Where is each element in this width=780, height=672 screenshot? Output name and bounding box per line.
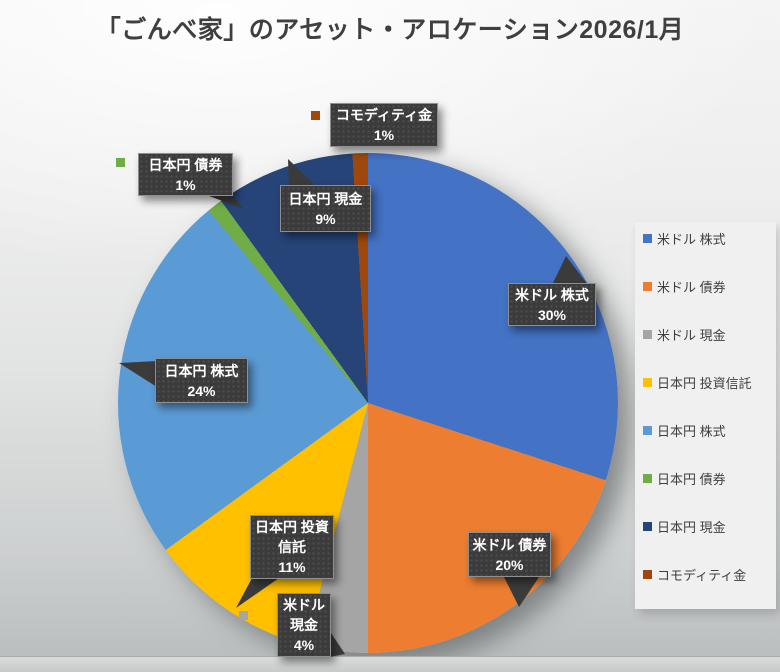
legend-label: 米ドル 株式 <box>657 231 726 247</box>
data-label-commodity: コモディティ金 1% <box>330 103 438 147</box>
data-label-jpy-stock: 日本円 株式 24% <box>155 358 248 403</box>
legend-marker-icon <box>643 474 652 484</box>
data-label-text: コモディティ金 <box>335 107 433 123</box>
data-label-text: 米ドル 債券 <box>472 536 547 553</box>
data-label-jpy-bond: 日本円 債券 1% <box>138 153 233 196</box>
data-label-percent: 20% <box>495 556 524 573</box>
pointer-jpy-cash <box>288 159 317 187</box>
legend-item: コモディティ金 <box>643 568 772 584</box>
legend-key-icon <box>311 111 320 120</box>
data-label-text: 信託 <box>278 539 306 555</box>
data-label-percent: 1% <box>373 127 395 143</box>
data-label-percent: 24% <box>187 382 216 399</box>
legend-label: 日本円 債券 <box>657 472 726 488</box>
data-label-text: 日本円 投資 <box>255 519 329 535</box>
data-label-percent: 1% <box>175 176 196 193</box>
data-label-text: 日本円 債券 <box>148 156 223 173</box>
legend-marker-icon <box>643 329 652 339</box>
pointer-jpy-bond <box>201 193 244 209</box>
legend-marker-icon <box>643 570 652 580</box>
legend-item: 日本円 現金 <box>643 520 772 536</box>
legend-label: 米ドル 債券 <box>657 279 726 295</box>
data-label-text: 米ドル 株式 <box>515 286 589 303</box>
legend-marker-icon <box>643 377 652 387</box>
data-label-percent: 4% <box>293 637 315 653</box>
legend-item: 日本円 投資信託 <box>643 375 772 391</box>
legend-label: 米ドル 現金 <box>657 327 726 343</box>
legend-label: コモディティ金 <box>657 568 747 584</box>
pointer-jpy-stock <box>119 361 157 387</box>
data-label-text: 日本円 現金 <box>288 190 363 207</box>
legend-marker-icon <box>643 426 652 436</box>
data-label-jpy-cash: 日本円 現金 9% <box>280 185 371 232</box>
floor-strip <box>0 656 780 672</box>
legend: 米ドル 株式 米ドル 債券 米ドル 現金日本円 投資信託 日本円 株式 日本円 債券 日本… <box>635 222 776 609</box>
pointer-usd-stock <box>552 256 588 285</box>
legend-item: 日本円 債券 <box>643 472 772 488</box>
data-label-percent: 9% <box>315 210 336 227</box>
data-label-text: 現金 <box>290 617 318 633</box>
legend-item: 日本円 株式 <box>643 424 772 440</box>
chart-title: 「ごんべ家」のアセット・アロケーション2026/1月 <box>95 16 685 44</box>
legend-label: 日本円 現金 <box>657 520 726 536</box>
data-label-usd-cash: 米ドル現金 4% <box>277 593 331 657</box>
legend-label: 日本円 株式 <box>657 424 726 440</box>
legend-item: 米ドル 現金 <box>643 327 772 343</box>
data-label-text: 日本円 株式 <box>164 362 239 379</box>
data-label-percent: 30% <box>537 306 567 323</box>
data-label-text: 米ドル <box>283 597 325 613</box>
legend-marker-icon <box>643 233 652 243</box>
legend-item: 米ドル 債券 <box>643 279 772 295</box>
pointer-usd-bond <box>504 577 539 607</box>
data-label-percent: 11% <box>278 559 306 575</box>
legend-marker-icon <box>643 522 652 532</box>
legend-key-icon <box>116 158 125 167</box>
legend-item: 米ドル 株式 <box>643 231 772 247</box>
data-label-usd-bond: 米ドル 債券 20% <box>468 532 551 577</box>
data-label-jpy-fund: 日本円 投資 信託 11% <box>250 515 334 579</box>
legend-label: 日本円 投資信託 <box>657 375 752 391</box>
pointer-jpy-fund <box>236 578 279 608</box>
pointer-usd-cash <box>329 630 345 657</box>
legend-key-icon <box>239 611 248 620</box>
data-label-usd-stock: 米ドル 株式 30% <box>508 283 596 326</box>
legend-marker-icon <box>643 281 652 291</box>
